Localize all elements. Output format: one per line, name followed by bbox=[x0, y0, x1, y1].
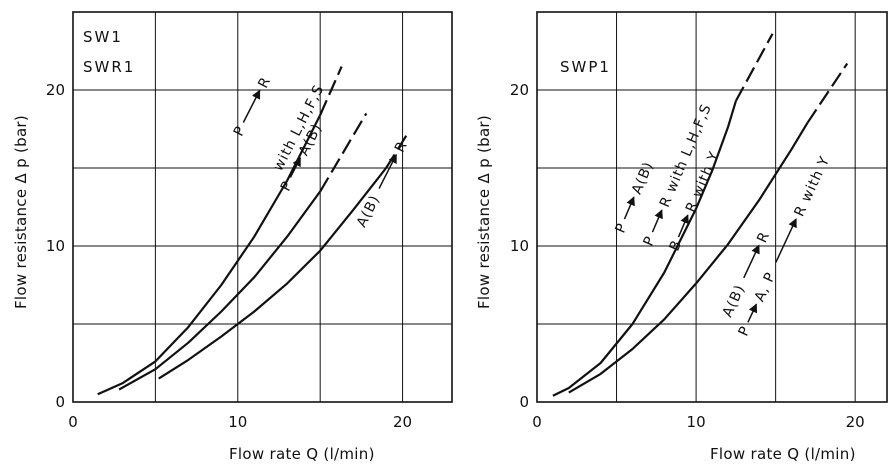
annotation-p-a-b: P A(B) bbox=[613, 159, 657, 235]
x-tick-label: 10 bbox=[228, 413, 247, 431]
series-curves bbox=[552, 33, 849, 397]
panel-label-sw1: SW1 bbox=[83, 28, 123, 46]
series-line-1 bbox=[97, 114, 322, 396]
series-extension-1 bbox=[734, 33, 774, 102]
x-tick-label: 20 bbox=[393, 413, 412, 431]
annotation-a-b: A(B) bbox=[629, 159, 657, 197]
series-curves bbox=[97, 66, 409, 396]
annotation-r: R bbox=[255, 74, 274, 91]
annotation-r: R bbox=[754, 229, 773, 245]
panel-label-swr1: SWR1 bbox=[83, 58, 135, 76]
arrow bbox=[743, 244, 760, 279]
x-axis-label: Flow rate Q (l/min) bbox=[710, 445, 856, 463]
annotation-r-with-y: R with Y bbox=[791, 154, 833, 220]
x-axis-label: Flow rate Q (l/min) bbox=[229, 445, 375, 463]
series-extension-1 bbox=[319, 66, 343, 116]
annotation-p: P bbox=[231, 123, 250, 139]
arrow bbox=[775, 218, 797, 263]
x-tick-label: 10 bbox=[687, 413, 706, 431]
y-tick-label: 10 bbox=[510, 237, 529, 255]
y-axis-label: Flow resistance Δ p (bar) bbox=[475, 115, 493, 309]
arrow bbox=[677, 214, 689, 238]
series-extension-2 bbox=[319, 112, 368, 192]
y-tick-label: 20 bbox=[46, 81, 65, 99]
chart-panel-swp1: 0 10 20 0 10 20 Flow rate Q (l/min) Flow resi… bbox=[475, 11, 888, 463]
x-tick-label: 0 bbox=[68, 413, 78, 431]
arrow bbox=[651, 209, 663, 233]
plot-frame bbox=[536, 11, 888, 403]
y-tick-label: 20 bbox=[510, 81, 529, 99]
panel-label-swp1: SWP1 bbox=[560, 58, 611, 76]
annotation-p: P bbox=[736, 323, 754, 338]
series-line-1 bbox=[552, 100, 737, 397]
arrow bbox=[378, 153, 397, 189]
y-tick-label: 0 bbox=[519, 393, 529, 411]
annotation-a-b: A(B) bbox=[354, 192, 384, 230]
grid bbox=[73, 12, 452, 402]
tick-labels: 0 10 20 0 10 20 bbox=[46, 81, 412, 431]
x-tick-label: 20 bbox=[846, 413, 865, 431]
y-axis-label: Flow resistance Δ p (bar) bbox=[12, 115, 30, 309]
series-line-3 bbox=[158, 167, 387, 380]
series-line-2 bbox=[568, 122, 809, 394]
y-tick-label: 10 bbox=[46, 237, 65, 255]
arrow bbox=[289, 157, 302, 178]
series-line-2 bbox=[118, 190, 322, 391]
arrow bbox=[623, 196, 635, 220]
arrow bbox=[747, 303, 758, 323]
annotation-a-b: A(B) bbox=[720, 282, 749, 320]
x-tick-label: 0 bbox=[532, 413, 542, 431]
plot-frame bbox=[72, 11, 453, 403]
annotation-p: P bbox=[613, 221, 631, 236]
series-extension-2 bbox=[806, 62, 849, 124]
annotation-b: B bbox=[667, 237, 686, 253]
annotation-r: R bbox=[392, 138, 411, 155]
chart-panel-sw1: 0 10 20 0 10 20 Flow rate Q (l/min) Flow resi… bbox=[12, 11, 453, 463]
tick-labels: 0 10 20 0 10 20 bbox=[510, 81, 865, 431]
y-tick-label: 0 bbox=[55, 393, 65, 411]
arrow bbox=[242, 89, 261, 123]
